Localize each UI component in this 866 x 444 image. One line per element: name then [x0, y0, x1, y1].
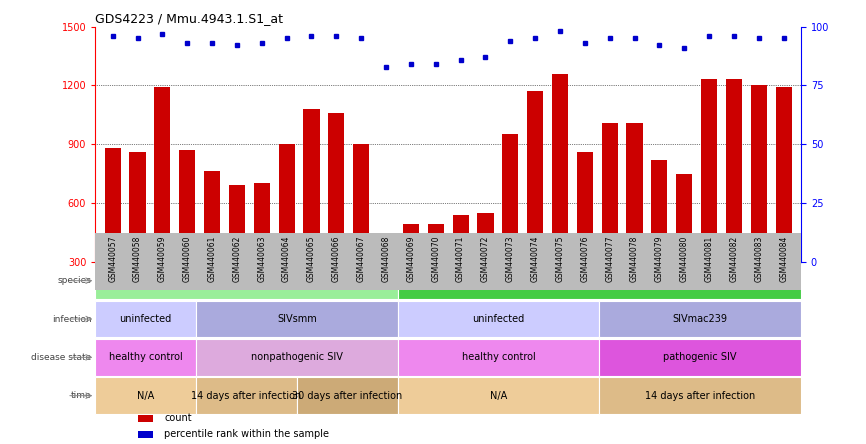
Text: N/A: N/A — [137, 391, 154, 400]
Bar — [196, 339, 397, 376]
Text: GSM440078: GSM440078 — [630, 236, 639, 282]
Text: GSM440068: GSM440068 — [382, 236, 391, 282]
Bar — [279, 144, 294, 320]
Text: GSM440063: GSM440063 — [257, 236, 266, 282]
Bar — [428, 224, 443, 320]
Bar — [129, 152, 145, 320]
Text: uninfected: uninfected — [120, 314, 171, 324]
Text: GSM440079: GSM440079 — [655, 236, 664, 282]
Text: GSM440070: GSM440070 — [431, 236, 440, 282]
Text: GSM440082: GSM440082 — [729, 236, 739, 282]
Text: 30 days after infection: 30 days after infection — [292, 391, 403, 400]
Text: time: time — [71, 391, 92, 400]
Bar — [751, 85, 767, 320]
Text: GSM440075: GSM440075 — [555, 236, 565, 282]
Bar — [403, 224, 419, 320]
Bar — [353, 144, 369, 320]
Text: GSM440065: GSM440065 — [307, 236, 316, 282]
Bar — [502, 134, 519, 320]
Bar — [154, 87, 171, 320]
Bar — [138, 415, 153, 421]
Bar — [138, 431, 153, 438]
Bar — [95, 377, 196, 414]
Bar — [527, 91, 543, 320]
Bar — [303, 109, 320, 320]
Bar — [196, 377, 297, 414]
Text: SIVmac239: SIVmac239 — [673, 314, 727, 324]
Bar — [726, 79, 742, 320]
Bar — [397, 262, 801, 299]
Text: infection: infection — [52, 314, 92, 324]
Text: healthy control: healthy control — [109, 353, 183, 362]
Bar — [95, 301, 196, 337]
Text: GSM440077: GSM440077 — [605, 236, 614, 282]
Bar — [599, 301, 801, 337]
Text: GSM440081: GSM440081 — [705, 236, 714, 282]
Bar — [229, 185, 245, 320]
Text: species: species — [58, 276, 92, 285]
Text: uninfected: uninfected — [473, 314, 525, 324]
Text: GSM440059: GSM440059 — [158, 236, 167, 282]
Text: count: count — [165, 413, 192, 423]
Bar — [254, 183, 270, 320]
Text: GSM440058: GSM440058 — [133, 236, 142, 282]
Text: Sooty manabeys (C. atys): Sooty manabeys (C. atys) — [184, 276, 309, 285]
Bar — [397, 339, 599, 376]
Text: GSM440076: GSM440076 — [580, 236, 590, 282]
Bar — [196, 301, 397, 337]
Bar — [397, 377, 599, 414]
Bar — [552, 74, 568, 320]
Bar — [599, 377, 801, 414]
Bar — [602, 123, 617, 320]
Text: nonpathogenic SIV: nonpathogenic SIV — [251, 353, 343, 362]
Text: GSM440062: GSM440062 — [232, 236, 242, 282]
Text: GSM440060: GSM440060 — [183, 236, 191, 282]
Text: 14 days after infection: 14 days after infection — [191, 391, 301, 400]
Text: GSM440066: GSM440066 — [332, 236, 341, 282]
Bar — [179, 150, 196, 320]
Text: GSM440067: GSM440067 — [357, 236, 365, 282]
Bar — [105, 148, 120, 320]
Text: pathogenic SIV: pathogenic SIV — [663, 353, 737, 362]
Bar — [397, 301, 599, 337]
Text: GSM440083: GSM440083 — [754, 236, 763, 282]
Bar — [599, 339, 801, 376]
Text: GSM440069: GSM440069 — [406, 236, 416, 282]
Bar — [776, 87, 792, 320]
Bar — [577, 152, 593, 320]
Text: GSM440080: GSM440080 — [680, 236, 688, 282]
Text: GDS4223 / Mmu.4943.1.S1_at: GDS4223 / Mmu.4943.1.S1_at — [95, 12, 283, 25]
Text: GSM440061: GSM440061 — [208, 236, 216, 282]
Text: GSM440074: GSM440074 — [531, 236, 540, 282]
Bar — [626, 123, 643, 320]
Text: GSM440057: GSM440057 — [108, 236, 117, 282]
Text: 14 days after infection: 14 days after infection — [645, 391, 755, 400]
Text: SIVsmm: SIVsmm — [277, 314, 317, 324]
Text: GSM440072: GSM440072 — [481, 236, 490, 282]
Bar — [95, 262, 397, 299]
Text: GSM440071: GSM440071 — [456, 236, 465, 282]
Bar — [95, 339, 196, 376]
Text: GSM440084: GSM440084 — [779, 236, 788, 282]
Text: Rhesus macaques (M. mulatta): Rhesus macaques (M. mulatta) — [523, 276, 675, 285]
Text: healthy control: healthy control — [462, 353, 535, 362]
Bar — [328, 113, 345, 320]
Text: disease state: disease state — [31, 353, 92, 362]
Text: GSM440064: GSM440064 — [282, 236, 291, 282]
Bar — [204, 171, 220, 320]
Bar — [378, 236, 394, 320]
Bar — [651, 160, 668, 320]
Bar — [297, 377, 397, 414]
Bar — [453, 214, 469, 320]
Bar — [676, 174, 692, 320]
Bar — [477, 213, 494, 320]
Text: percentile rank within the sample: percentile rank within the sample — [165, 429, 329, 439]
Text: N/A: N/A — [490, 391, 507, 400]
Text: GSM440073: GSM440073 — [506, 236, 514, 282]
Bar — [701, 79, 717, 320]
